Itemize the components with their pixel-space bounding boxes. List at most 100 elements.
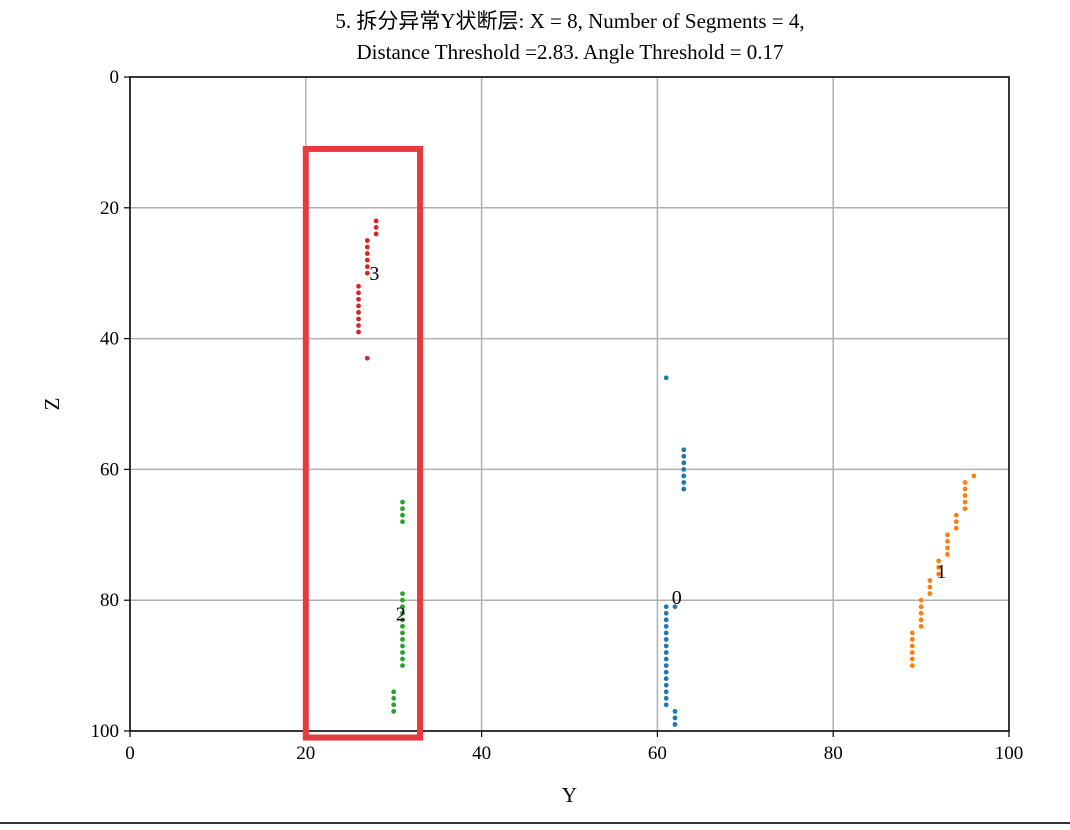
chart-title-line-2: Distance Threshold =2.83. Angle Threshol… (356, 40, 783, 64)
x-tick-label: 0 (125, 743, 135, 764)
data-point (681, 453, 687, 459)
data-point (364, 244, 370, 250)
data-point (918, 604, 924, 610)
data-point (936, 558, 942, 564)
data-point (663, 610, 669, 616)
data-point (681, 460, 687, 466)
data-point (971, 473, 977, 479)
x-tick-label: 20 (296, 743, 315, 764)
series-3 (356, 218, 379, 361)
data-point (909, 650, 915, 655)
data-point (909, 637, 915, 642)
data-point (936, 565, 942, 570)
y-tick-label: 80 (100, 590, 119, 611)
data-point (400, 637, 405, 642)
y-axis-label: Z (40, 398, 64, 411)
data-point (400, 663, 405, 668)
data-point (672, 715, 678, 721)
data-point (672, 708, 678, 714)
data-point (663, 676, 669, 682)
data-point (400, 597, 405, 603)
data-point (945, 538, 950, 544)
series-1 (909, 473, 977, 668)
plot-frame (129, 76, 1010, 732)
data-point (945, 532, 950, 538)
data-point (672, 604, 678, 610)
cluster-label-2: 2 (396, 603, 406, 625)
data-point (909, 656, 915, 662)
data-point (918, 623, 924, 629)
data-point (962, 486, 968, 492)
chart-title-line-1: 5. 拆分异常Y状断层: X = 8, Number of Segments =… (335, 9, 804, 33)
x-tick-label: 60 (648, 743, 667, 764)
data-point (953, 519, 959, 525)
data-point (400, 650, 405, 655)
data-point (953, 512, 959, 518)
data-point (663, 663, 669, 668)
data-point (356, 329, 361, 335)
y-tick-label: 60 (100, 459, 119, 480)
data-point (663, 695, 669, 701)
data-point (356, 316, 361, 322)
data-point (672, 722, 678, 727)
data-point (400, 630, 405, 636)
data-point (356, 323, 361, 328)
series-2 (391, 499, 405, 714)
data-point (364, 355, 370, 361)
data-point (391, 702, 397, 708)
data-point (962, 493, 968, 498)
data-point (663, 617, 669, 623)
data-point (945, 552, 950, 557)
data-point (356, 296, 361, 302)
data-point (356, 290, 361, 296)
data-point (364, 270, 370, 276)
data-point (909, 663, 915, 668)
data-point (909, 643, 915, 649)
data-point (400, 604, 405, 610)
data-point (400, 519, 405, 525)
data-point (364, 257, 370, 263)
y-tick-label: 40 (100, 329, 119, 350)
data-point (364, 251, 370, 256)
data-point (356, 303, 361, 309)
x-tick-label: 40 (472, 743, 491, 764)
data-point (681, 473, 687, 479)
data-point (927, 584, 933, 590)
data-point (953, 525, 959, 531)
data-point (400, 623, 405, 629)
cluster-labels: 0 1 2 3 (369, 263, 946, 625)
data-point (391, 695, 397, 701)
data-points (356, 218, 977, 727)
data-point (663, 689, 669, 695)
data-point (663, 630, 669, 636)
data-point (400, 617, 405, 623)
data-point (400, 499, 405, 505)
bottom-divider (0, 822, 1070, 824)
data-point (663, 623, 669, 629)
data-point (945, 545, 950, 551)
data-point (681, 467, 687, 472)
data-point (373, 218, 379, 224)
y-tick-label: 20 (100, 198, 119, 219)
data-point (663, 643, 669, 649)
x-tick-label: 80 (824, 743, 843, 764)
data-point (364, 264, 370, 270)
data-point (663, 656, 669, 662)
data-point (663, 682, 669, 688)
data-point (364, 238, 370, 243)
x-axis-label: Y (562, 783, 577, 807)
data-point (373, 231, 379, 237)
data-point (373, 225, 379, 230)
grid-lines (129, 76, 1010, 732)
y-tick-label: 100 (91, 721, 120, 742)
x-tick-label: 100 (995, 743, 1024, 764)
cluster-label-0: 0 (672, 587, 682, 609)
y-tick-label: 0 (110, 67, 120, 88)
data-point (663, 650, 669, 655)
data-point (918, 610, 924, 616)
data-point (391, 708, 397, 714)
data-point (927, 578, 933, 583)
